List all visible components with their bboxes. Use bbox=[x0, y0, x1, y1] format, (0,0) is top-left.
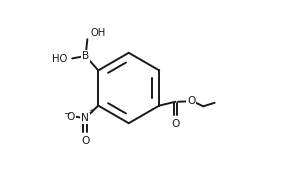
Text: O: O bbox=[171, 119, 180, 129]
Text: +: + bbox=[89, 108, 95, 114]
Text: −: − bbox=[63, 108, 70, 117]
Text: O: O bbox=[187, 96, 195, 106]
Text: B: B bbox=[82, 51, 89, 61]
Text: OH: OH bbox=[91, 28, 106, 38]
Text: HO: HO bbox=[52, 54, 67, 64]
Text: O: O bbox=[81, 136, 89, 146]
Text: O: O bbox=[67, 112, 75, 121]
Text: N: N bbox=[81, 113, 89, 123]
